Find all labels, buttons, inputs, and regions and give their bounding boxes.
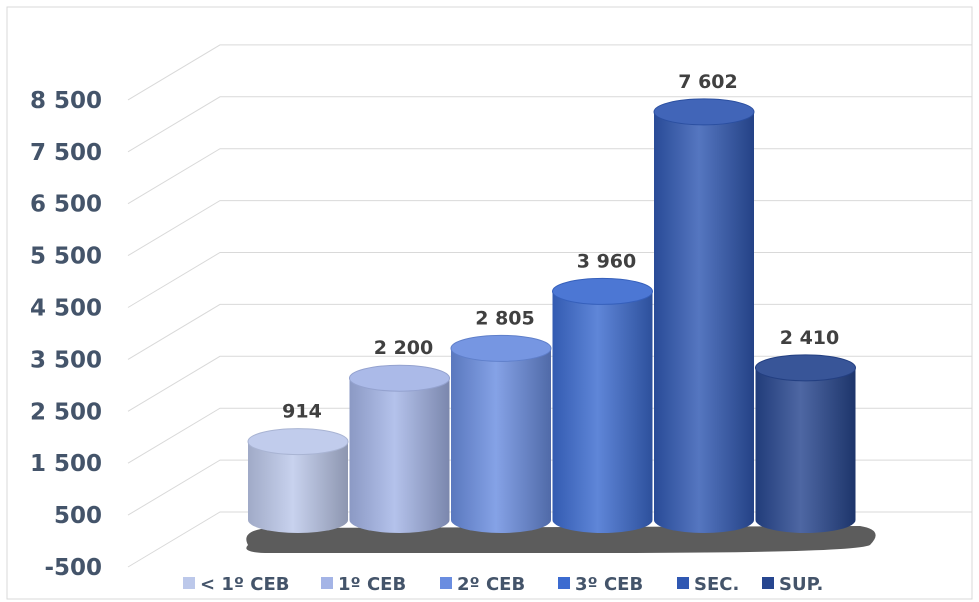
bar-1-ceb <box>247 428 349 533</box>
bar-body <box>654 111 754 533</box>
bar-body <box>451 348 551 533</box>
bar-body <box>248 441 348 533</box>
gridline <box>127 252 972 308</box>
bar-body <box>755 367 856 533</box>
legend-item-sec: SEC. <box>677 574 739 595</box>
bars <box>247 98 856 533</box>
bar-body <box>552 291 653 533</box>
legend-item-3-ceb: 3º CEB <box>558 574 643 595</box>
gridline <box>127 200 972 257</box>
bar-3-ceb <box>552 277 653 533</box>
y-tick-label: 7 500 <box>30 140 102 166</box>
bar-top <box>653 98 755 126</box>
bar-1-ceb <box>349 364 450 533</box>
data-label: 2 805 <box>475 307 535 329</box>
bar-sec <box>653 98 755 533</box>
bar-body <box>349 378 450 533</box>
y-tick-label: -500 <box>44 555 102 581</box>
bar-top <box>450 334 552 362</box>
y-tick-label: 5 500 <box>30 244 102 270</box>
bar-top <box>755 354 856 382</box>
data-label: 914 <box>282 401 322 423</box>
legend-swatch <box>558 577 570 589</box>
legend-swatch <box>677 577 689 589</box>
legend-swatch <box>183 577 195 589</box>
bar-top <box>349 364 450 392</box>
legend-label: 3º CEB <box>575 574 643 595</box>
legend-item-sup: SUP. <box>762 574 823 595</box>
gridline <box>127 96 972 153</box>
legend-item-2-ceb: 2º CEB <box>440 574 525 595</box>
y-tick-label: 6 500 <box>30 192 102 218</box>
legend: < 1º CEB 1º CEB 2º CEB 3º CEB SEC. SUP. <box>183 574 823 595</box>
data-label: 2 410 <box>780 327 840 349</box>
legend-swatch <box>762 577 774 589</box>
y-tick-label: 8 500 <box>30 88 102 114</box>
data-label: 3 960 <box>577 250 637 272</box>
legend-label: 2º CEB <box>457 574 525 595</box>
legend-item-1-ceb: 1º CEB <box>321 574 406 595</box>
legend-item-1-ceb: < 1º CEB <box>183 574 290 595</box>
legend-swatch <box>440 577 452 589</box>
y-tick-label: 1 500 <box>30 451 102 477</box>
legend-label: 1º CEB <box>338 574 406 595</box>
bar-top <box>247 428 349 456</box>
data-labels: 914 2 200 2 805 3 960 7 602 2 410 <box>282 71 839 423</box>
bar-top <box>552 277 653 305</box>
bar-2-ceb <box>450 334 552 533</box>
legend-label: SUP. <box>779 574 823 595</box>
data-label: 7 602 <box>678 71 738 93</box>
gridline <box>127 148 972 205</box>
legend-swatch <box>321 577 333 589</box>
legend-label: SEC. <box>694 574 739 595</box>
gridline <box>127 44 972 101</box>
legend-label: < 1º CEB <box>200 574 290 595</box>
chart-border <box>6 6 973 600</box>
y-tick-label: 3 500 <box>30 347 102 373</box>
y-tick-label: 4 500 <box>30 296 102 322</box>
bar-sup <box>755 354 856 533</box>
data-label: 2 200 <box>374 337 434 359</box>
y-axis: -500 500 1 500 2 500 3 500 4 500 5 500 6 500 7 5… <box>30 88 102 581</box>
y-tick-label: 2 500 <box>30 399 102 425</box>
y-tick-label: 500 <box>54 503 102 529</box>
